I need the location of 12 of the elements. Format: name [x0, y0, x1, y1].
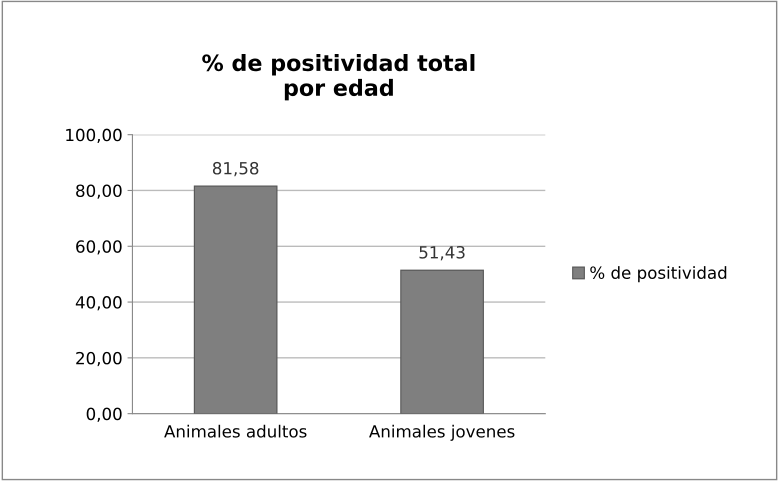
data-label: 51,43 — [420, 246, 465, 260]
y-tick-label: 100,00 — [66, 128, 122, 143]
data-label: 81,58 — [212, 162, 258, 176]
legend-label: % de positividad — [590, 266, 726, 282]
x-tick-label: Animales adultos — [164, 424, 306, 438]
chart-title: % de positividad total por edad — [202, 54, 474, 100]
y-tick-label: 80,00 — [76, 184, 122, 199]
y-tick-label: 60,00 — [76, 240, 122, 255]
y-tick-label: 0,00 — [86, 408, 122, 422]
y-tick-label: 20,00 — [76, 352, 122, 366]
y-tick-label: 40,00 — [76, 296, 122, 310]
x-tick-label: Animales jovenes — [369, 424, 514, 441]
